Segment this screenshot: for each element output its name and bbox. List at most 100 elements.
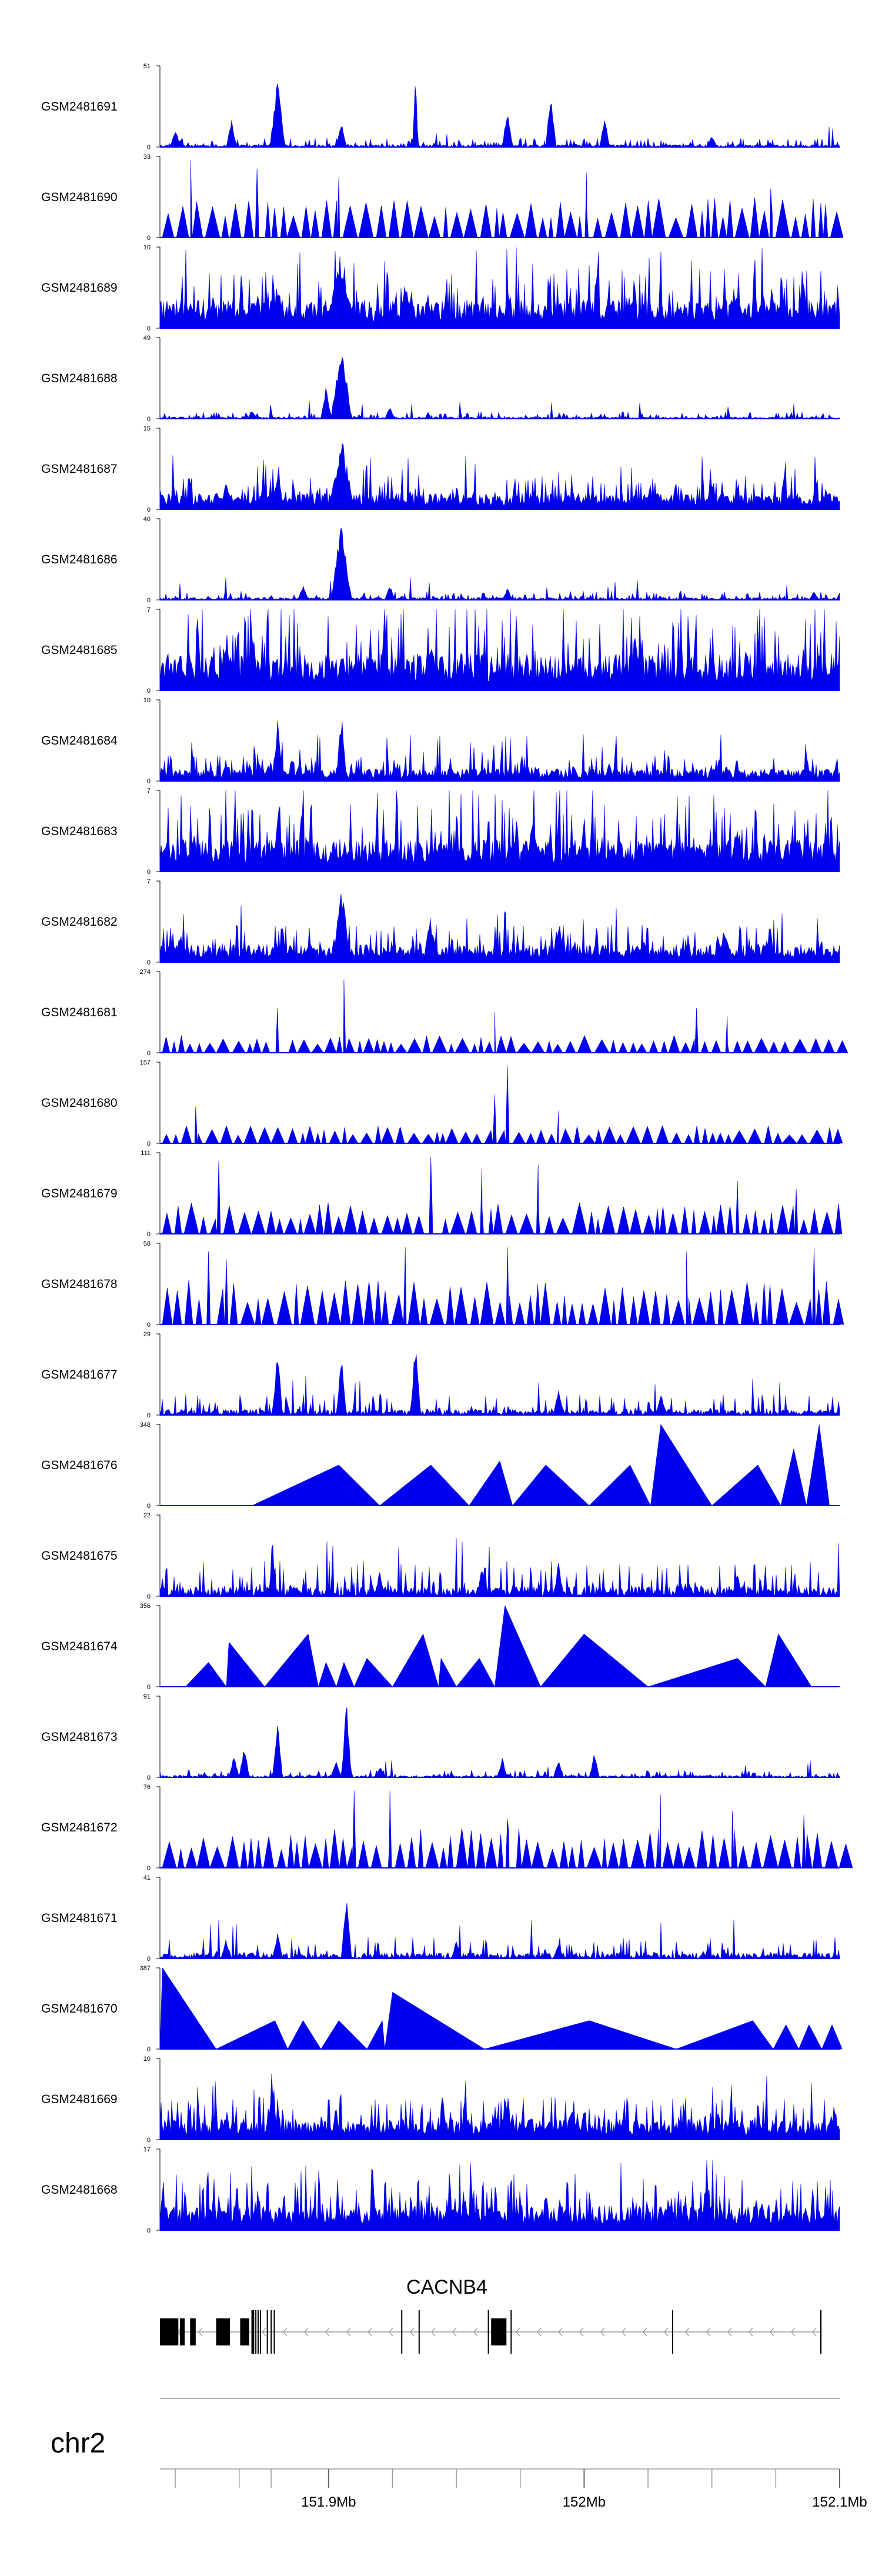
track-label: GSM2481674 [41,1640,118,1653]
gene-track: CACNB4 [160,2276,822,2354]
signal-area [185,1605,812,1687]
exon [487,2310,489,2354]
strand-arrow [304,2327,309,2337]
track-label: GSM2481676 [41,1459,118,1472]
exon [270,2310,272,2354]
track: 387 0 GSM2481670 [41,1965,843,2053]
strand-arrow [346,2327,351,2337]
y-min-label: 0 [147,688,151,695]
signal-area [159,1156,843,1234]
signal-area [159,443,840,510]
y-max-label: 7 [147,788,151,795]
track-label: GSM2481672 [41,1821,118,1834]
y-max-label: 10 [143,244,151,251]
strand-arrow [325,2327,330,2337]
y-max-label: 76 [143,1784,151,1791]
signal-area [159,893,840,963]
signal-area [159,720,840,782]
y-min-label: 0 [147,1865,151,1872]
strand-arrow [452,2327,457,2337]
track-label: GSM2481670 [41,2002,118,2016]
y-max-label: 58 [143,1240,151,1247]
y-min-label: 0 [147,2227,151,2234]
exon [179,2318,185,2345]
track-label: GSM2481680 [41,1096,118,1110]
exon [259,2310,261,2354]
track-label: GSM2481675 [41,1549,118,1563]
signal-area [159,84,840,148]
track: 76 0 GSM2481672 [41,1784,853,1872]
y-min-label: 0 [147,1050,151,1057]
strand-arrow [812,2327,817,2337]
strand-arrow [537,2327,542,2337]
track: 10 0 GSM2481684 [41,697,840,785]
strand-arrow [664,2327,669,2337]
y-max-label: 356 [140,1603,151,1610]
track-label: GSM2481669 [41,2093,118,2106]
signal-area [159,790,840,872]
exon [258,2310,259,2354]
strand-arrow [283,2327,288,2337]
y-min-label: 0 [147,1956,151,1963]
signal-area [159,528,840,600]
y-min-label: 0 [147,2137,151,2144]
strand-arrow [368,2327,372,2337]
signal-area [159,1354,840,1416]
track-label: GSM2481686 [41,553,118,566]
y-max-label: 15 [143,425,151,432]
track: 22 0 GSM2481675 [41,1512,840,1600]
track-label: GSM2481691 [41,100,118,114]
signal-area [159,357,840,419]
exon [418,2310,420,2354]
chromosome-label: chr2 [51,2428,105,2459]
track: 29 0 GSM2481677 [41,1331,840,1419]
track: 33 0 GSM2481690 [41,154,844,242]
track: 348 0 GSM2481676 [41,1422,840,1510]
y-min-label: 0 [147,144,151,151]
track: 7 0 GSM2481682 [41,878,840,966]
y-max-label: 40 [143,516,151,523]
track: 111 0 GSM2481679 [41,1150,843,1238]
strand-arrow [431,2327,436,2337]
track: 51 0 GSM2481691 [41,63,840,151]
y-min-label: 0 [147,506,151,513]
strand-arrow [770,2327,774,2337]
strand-arrow [262,2327,266,2337]
track-label: GSM2481679 [41,1187,118,1200]
strand-arrow [706,2327,711,2337]
y-min-label: 0 [147,959,151,966]
y-min-label: 0 [147,235,151,242]
track: 40 0 GSM2481686 [41,516,840,604]
signal-area [159,1790,853,1868]
axis-tick-label: 152.1Mb [812,2494,867,2510]
y-min-label: 0 [147,1412,151,1419]
track: 7 0 GSM2481685 [41,606,840,695]
exon [255,2310,257,2354]
track-label: GSM2481685 [41,643,118,657]
signal-area [159,1967,843,2050]
y-max-label: 41 [143,1874,151,1881]
strand-arrow [727,2327,732,2337]
y-max-label: 49 [143,335,151,342]
track: 157 0 GSM2481680 [41,1059,843,1147]
track: 58 0 GSM2481678 [41,1240,844,1329]
gene-name: CACNB4 [406,2276,487,2298]
exon [240,2318,249,2345]
track: 17 0 GSM2481668 [41,2146,840,2234]
signal-area [159,1247,844,1325]
track-label: GSM2481678 [41,1277,118,1291]
strand-arrow [198,2327,203,2337]
track-label: GSM2481673 [41,1730,118,1744]
strand-arrow [579,2327,584,2337]
signal-area [159,1707,840,1778]
y-max-label: 51 [143,63,151,70]
signal-area [159,609,840,691]
track-label: GSM2481682 [41,915,118,929]
exon [190,2318,196,2345]
strand-arrow [558,2327,563,2337]
y-min-label: 0 [147,2046,151,2053]
exon [216,2318,230,2345]
y-min-label: 0 [147,778,151,785]
genome-axis: chr2 151.9Mb 152Mb 152.1Mb [51,2398,867,2510]
